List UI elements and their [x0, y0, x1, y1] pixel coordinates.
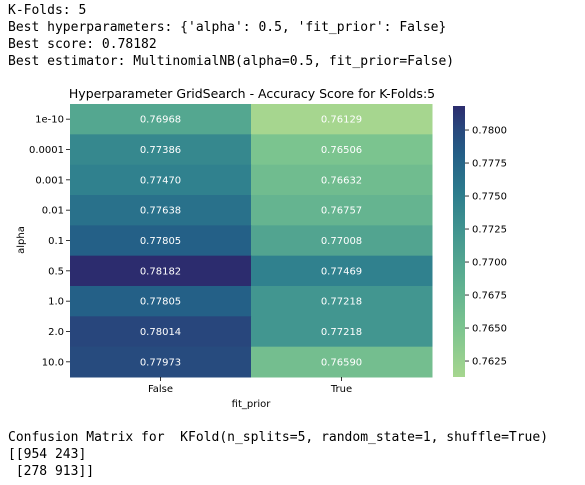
- colorbar: [453, 106, 465, 377]
- y-tick-label: 0.0001: [29, 145, 64, 156]
- x-tick-label: False: [148, 384, 173, 395]
- cell-value-label: 0.76506: [321, 145, 362, 156]
- cell-value-label: 0.76590: [321, 357, 362, 368]
- colorbar-tick-label: 0.7800: [472, 126, 507, 137]
- cell-value-label: 0.77805: [140, 297, 181, 308]
- y-tick-label: 0.001: [35, 175, 64, 186]
- heatmap-cell: [251, 316, 433, 348]
- y-axis-label: alpha: [16, 226, 27, 254]
- y-tick-label: 0.5: [48, 266, 64, 277]
- x-tick-label: True: [330, 384, 352, 395]
- y-tick-label: 2.0: [48, 327, 64, 338]
- colorbar-tick-label: 0.7750: [472, 192, 507, 203]
- heatmap-cell: [251, 134, 433, 166]
- colorbar-ticks: 0.7625 0.7650 0.7675 0.7700 0.7725 0.7750 0.77…: [465, 126, 507, 368]
- cell-value-label: 0.78014: [140, 327, 181, 338]
- colorbar-tick-label: 0.7775: [472, 159, 507, 170]
- cell-value-label: 0.77805: [140, 236, 181, 247]
- heatmap-cell: [251, 104, 433, 135]
- y-tick-label: 0.1: [48, 236, 64, 247]
- colorbar-tick-label: 0.7650: [472, 324, 507, 335]
- heatmap-cell: [70, 346, 252, 378]
- output-line-kfolds: K-Folds: 5: [8, 3, 87, 18]
- colorbar-tick-label: 0.7725: [472, 225, 507, 236]
- heatmap-cell: [70, 164, 252, 196]
- y-tick-label: 0.01: [42, 206, 64, 217]
- heatmap-cell: [70, 255, 252, 287]
- heatmap-cell: [251, 286, 433, 317]
- heatmap-cell: [70, 104, 252, 135]
- heatmap-cell: [70, 286, 252, 317]
- cell-value-label: 0.77008: [321, 236, 362, 247]
- heatmap-cell: [70, 316, 252, 348]
- y-tick-label: 1.0: [48, 297, 64, 308]
- chart-title: Hyperparameter GridSearch - Accuracy Sco…: [69, 86, 435, 101]
- output-line-best-hyperparameters: Best hyperparameters: {'alpha': 0.5, 'fi…: [8, 20, 447, 35]
- output-line-matrix-row1: [[954 243]: [8, 447, 87, 462]
- cell-value-label: 0.77973: [140, 357, 181, 368]
- heatmap-cell: [251, 225, 433, 257]
- cell-value-label: 0.76968: [140, 115, 181, 126]
- heatmap-cell: [70, 134, 252, 166]
- colorbar-tick-label: 0.7625: [472, 357, 507, 368]
- colorbar-tick-label: 0.7700: [472, 258, 507, 269]
- x-axis-label: fit_prior: [232, 399, 272, 410]
- colorbar-tick-label: 0.7675: [472, 291, 507, 302]
- cell-value-label: 0.76632: [321, 175, 362, 186]
- cell-value-label: 0.77386: [140, 145, 181, 156]
- cell-value-label: 0.77469: [321, 266, 362, 277]
- cell-value-label: 0.77470: [140, 175, 181, 186]
- heatmap-cell: [70, 195, 252, 226]
- output-line-confusion-title: Confusion Matrix for KFold(n_splits=5, r…: [8, 430, 549, 445]
- cell-value-label: 0.77218: [321, 327, 362, 338]
- y-tick-label: 1e-10: [35, 115, 64, 126]
- heatmap-cell: [251, 346, 433, 378]
- cell-value-label: 0.76129: [321, 115, 362, 126]
- cell-value-label: 0.77218: [321, 297, 362, 308]
- heatmap-cell: [251, 255, 433, 287]
- heatmap-cells: 0.76968 0.76129 0.77386 0.76506 0.77470 0.766…: [70, 104, 433, 378]
- heatmap-cell: [251, 195, 433, 226]
- output-line-best-estimator: Best estimator: MultinomialNB(alpha=0.5,…: [8, 54, 455, 69]
- y-tick-label: 10.0: [42, 357, 64, 368]
- cell-value-label: 0.77638: [140, 206, 181, 217]
- cell-value-label: 0.78182: [140, 266, 181, 277]
- output-line-matrix-row2: [278 913]]: [8, 464, 95, 479]
- cell-value-label: 0.76757: [321, 206, 362, 217]
- x-tick-labels: False True: [148, 377, 352, 395]
- heatmap-cell: [251, 164, 433, 196]
- heatmap-cell: [70, 225, 252, 257]
- output-line-best-score: Best score: 0.78182: [8, 37, 157, 52]
- y-tick-labels: 1e-10 0.0001 0.001 0.01 0.1 0.5 1.0 2.0 10.0: [29, 115, 70, 368]
